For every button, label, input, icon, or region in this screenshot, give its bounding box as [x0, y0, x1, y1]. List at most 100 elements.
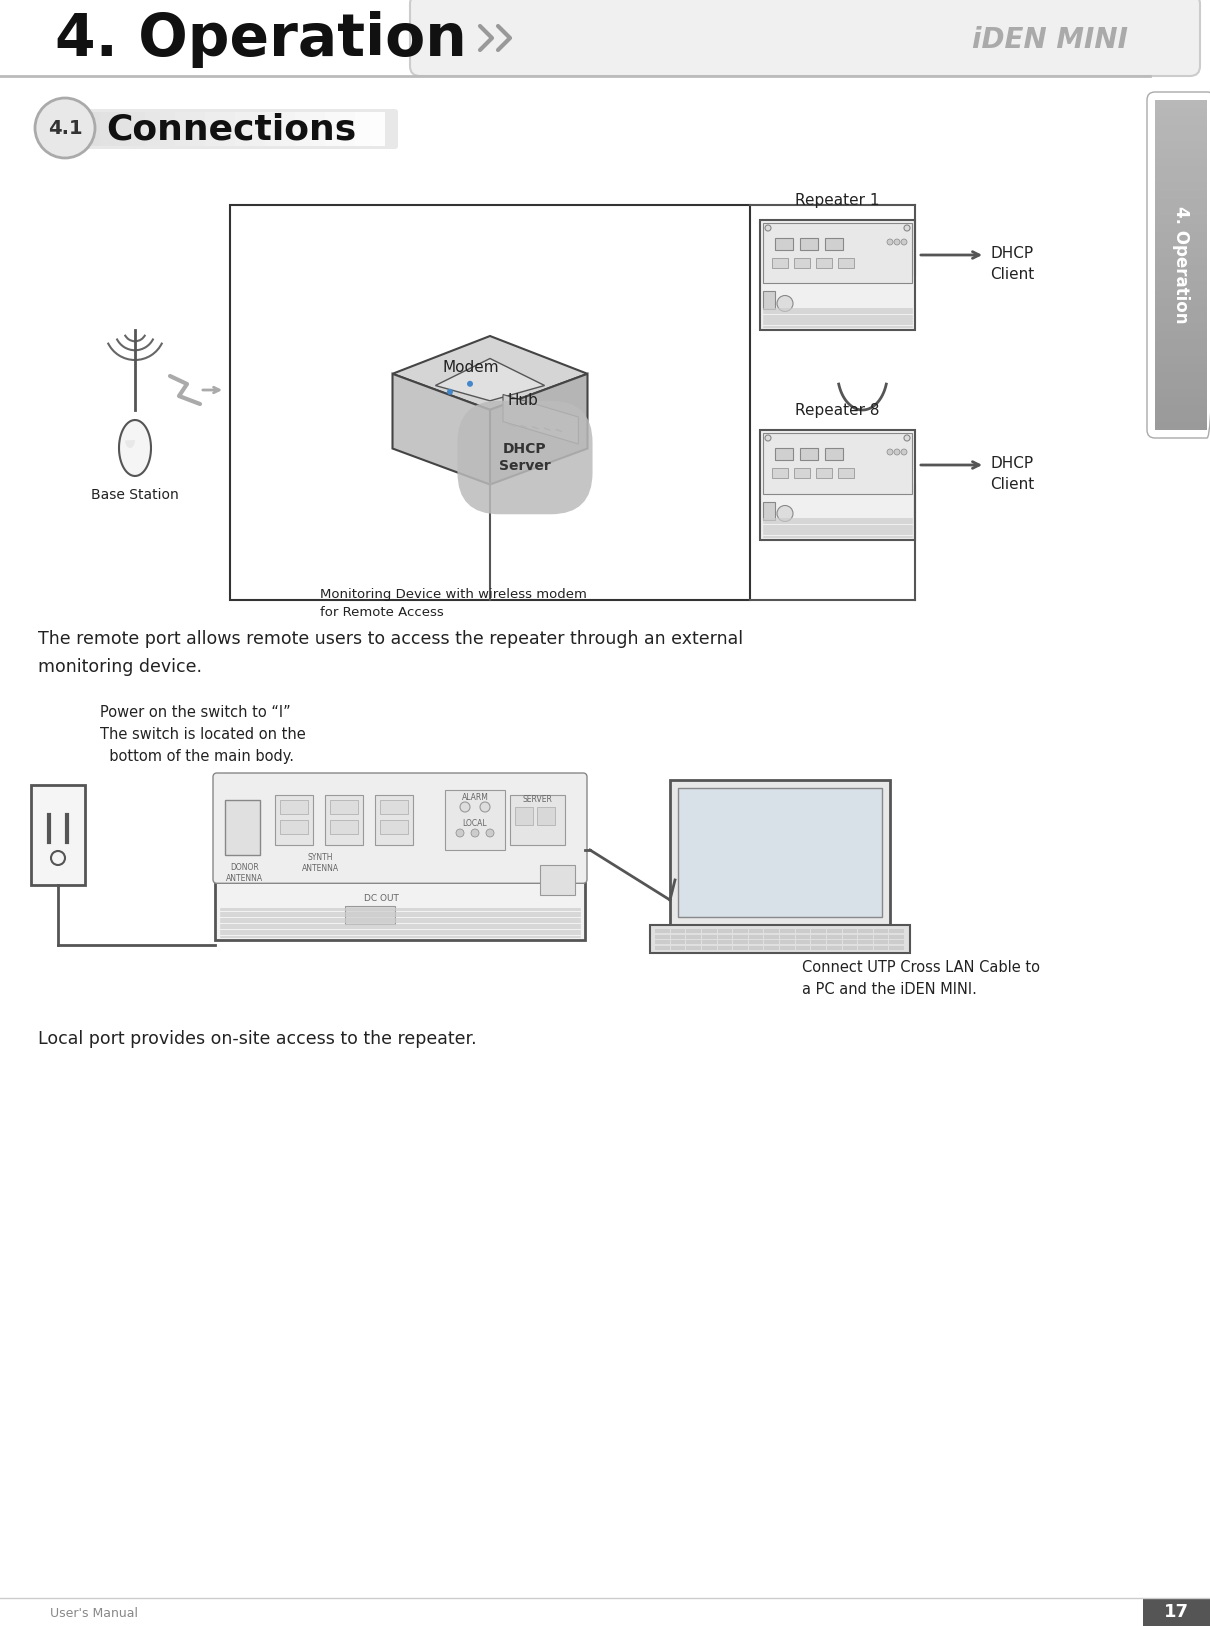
Bar: [1156, 322, 1208, 332]
Bar: [760, 220, 915, 330]
Text: SERVER: SERVER: [522, 795, 552, 803]
Polygon shape: [392, 337, 588, 410]
Bar: [1156, 224, 1208, 233]
Bar: [515, 806, 532, 824]
Polygon shape: [436, 358, 544, 400]
Circle shape: [777, 506, 793, 522]
Bar: [115, 112, 129, 146]
Bar: [1156, 314, 1208, 322]
Bar: [686, 935, 701, 938]
Bar: [874, 940, 888, 945]
Bar: [540, 865, 575, 894]
Bar: [31, 785, 85, 885]
Bar: [718, 940, 732, 945]
Bar: [816, 259, 832, 268]
Bar: [733, 940, 748, 945]
Bar: [295, 112, 310, 146]
Bar: [160, 112, 175, 146]
Bar: [749, 935, 764, 938]
Bar: [816, 468, 832, 478]
Bar: [765, 940, 779, 945]
Bar: [749, 928, 764, 933]
Text: User's Manual: User's Manual: [50, 1606, 138, 1619]
Bar: [655, 945, 669, 950]
Bar: [826, 940, 841, 945]
Bar: [1156, 397, 1208, 405]
Bar: [780, 928, 795, 933]
Bar: [800, 449, 818, 460]
Circle shape: [904, 224, 910, 231]
Text: SYNTH
ANTENNA: SYNTH ANTENNA: [301, 854, 339, 873]
Bar: [765, 928, 779, 933]
Bar: [718, 945, 732, 950]
Bar: [670, 935, 685, 938]
Text: Connect UTP Cross LAN Cable to
a PC and the iDEN MINI.: Connect UTP Cross LAN Cable to a PC and …: [802, 959, 1041, 997]
Bar: [733, 935, 748, 938]
Bar: [1156, 364, 1208, 372]
Bar: [1156, 265, 1208, 273]
Text: The remote port allows remote users to access the repeater through an external
m: The remote port allows remote users to a…: [38, 629, 743, 676]
Bar: [445, 790, 505, 850]
Circle shape: [894, 239, 900, 246]
Bar: [275, 795, 313, 846]
Circle shape: [765, 436, 771, 441]
Bar: [330, 820, 358, 834]
Bar: [1156, 190, 1208, 198]
FancyBboxPatch shape: [82, 109, 398, 150]
Text: DHCP
Server: DHCP Server: [499, 442, 551, 473]
Bar: [718, 935, 732, 938]
Text: 17: 17: [1164, 1603, 1188, 1621]
Bar: [1156, 216, 1208, 224]
Bar: [794, 259, 809, 268]
Bar: [655, 928, 669, 933]
Bar: [1156, 166, 1208, 174]
Bar: [280, 820, 309, 834]
Circle shape: [777, 296, 793, 312]
Bar: [310, 112, 325, 146]
Bar: [1156, 380, 1208, 389]
Polygon shape: [125, 441, 136, 449]
Bar: [100, 112, 115, 146]
Bar: [85, 112, 100, 146]
Bar: [220, 112, 235, 146]
Bar: [874, 935, 888, 938]
Text: ALARM: ALARM: [461, 793, 489, 802]
Bar: [811, 940, 826, 945]
FancyBboxPatch shape: [213, 772, 587, 883]
Circle shape: [460, 802, 469, 811]
Circle shape: [446, 389, 453, 395]
Bar: [280, 112, 295, 146]
Bar: [340, 112, 355, 146]
Bar: [825, 449, 843, 460]
Bar: [874, 945, 888, 950]
Circle shape: [480, 802, 490, 811]
Bar: [826, 935, 841, 938]
Bar: [670, 945, 685, 950]
Bar: [889, 945, 904, 950]
Bar: [889, 928, 904, 933]
Polygon shape: [490, 374, 588, 485]
FancyBboxPatch shape: [410, 0, 1200, 76]
Bar: [842, 940, 857, 945]
Text: DONOR
ANTENNA: DONOR ANTENNA: [226, 863, 264, 883]
Bar: [1156, 389, 1208, 397]
Text: 4. Operation: 4. Operation: [1172, 207, 1189, 324]
Bar: [749, 940, 764, 945]
Text: 4.1: 4.1: [47, 119, 82, 138]
Circle shape: [894, 449, 900, 455]
Bar: [380, 820, 408, 834]
Bar: [811, 928, 826, 933]
Bar: [325, 112, 340, 146]
Bar: [839, 259, 854, 268]
Bar: [1156, 405, 1208, 413]
Text: LOCAL: LOCAL: [462, 820, 488, 828]
Bar: [1156, 281, 1208, 289]
Bar: [655, 940, 669, 945]
Bar: [765, 945, 779, 950]
Bar: [678, 789, 882, 917]
Circle shape: [486, 829, 494, 837]
Bar: [702, 945, 716, 950]
Bar: [796, 940, 811, 945]
Bar: [811, 945, 826, 950]
Bar: [1156, 298, 1208, 306]
